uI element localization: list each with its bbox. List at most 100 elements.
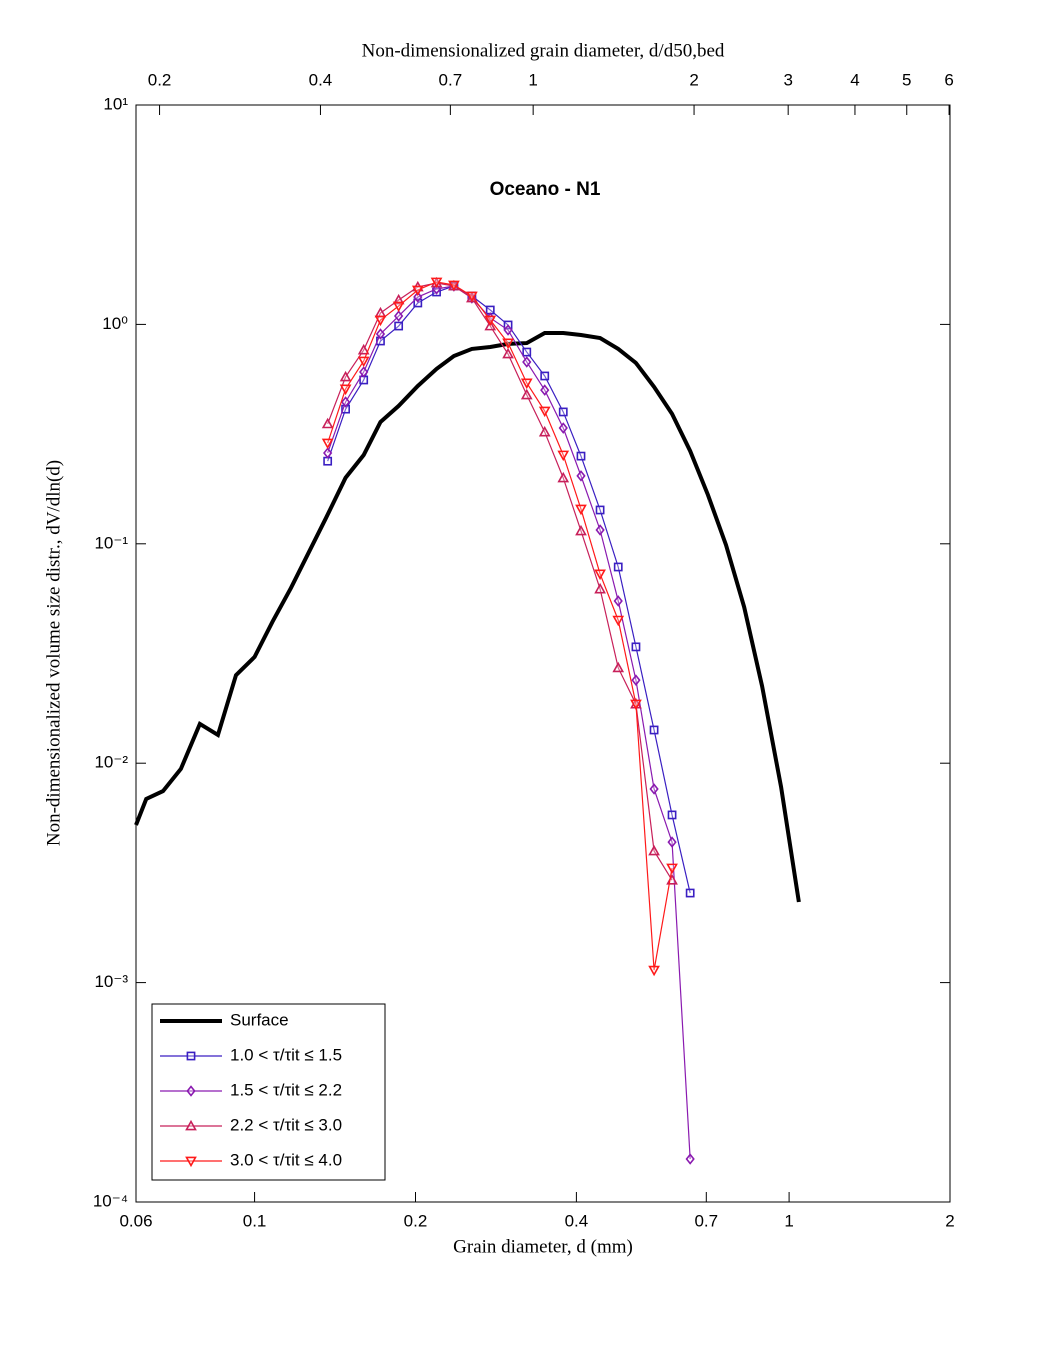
- marker: [576, 470, 586, 482]
- y-tick-label: 10¹: [103, 94, 128, 113]
- marker: [484, 315, 497, 327]
- marker: [374, 306, 387, 318]
- marker: [359, 366, 369, 378]
- marker: [357, 356, 370, 368]
- x-axis-label: Grain diameter, d (mm): [453, 1236, 633, 1257]
- marker: [321, 417, 334, 429]
- marker: [522, 347, 532, 357]
- marker: [448, 280, 460, 292]
- chart-title: Oceano - N1: [490, 179, 601, 200]
- x2-axis-label: Non-dimensionalized grain diameter, d/d5…: [362, 40, 725, 61]
- marker: [339, 384, 352, 396]
- marker: [323, 447, 333, 459]
- marker: [576, 451, 586, 461]
- marker: [394, 310, 404, 322]
- marker: [630, 699, 642, 711]
- x-tick-label: 0.4: [565, 1211, 589, 1230]
- marker: [538, 425, 551, 437]
- marker: [339, 370, 352, 382]
- marker: [430, 277, 443, 289]
- marker: [594, 569, 606, 581]
- x-tick-label: 0.06: [119, 1211, 152, 1230]
- marker: [413, 298, 423, 308]
- series-line: [327, 285, 691, 894]
- marker: [466, 291, 478, 303]
- marker: [631, 642, 641, 652]
- x2-tick-label: 3: [783, 70, 792, 89]
- marker: [667, 810, 677, 820]
- marker: [413, 291, 423, 303]
- y-tick-label: 10⁰: [102, 314, 128, 333]
- legend-label: 2.2 < τ/τit ≤ 3.0: [230, 1115, 342, 1134]
- x-tick-label: 0.7: [694, 1211, 718, 1230]
- legend-box: [151, 1003, 386, 1181]
- x2-tick-label: 0.2: [148, 70, 172, 89]
- legend-marker: [186, 1051, 196, 1061]
- marker: [557, 471, 570, 483]
- x2-tick-label: 5: [902, 70, 911, 89]
- x-tick-label: 0.1: [243, 1211, 267, 1230]
- series-line: [327, 285, 691, 1160]
- legend-marker: [186, 1085, 196, 1097]
- legend-marker: [185, 1156, 197, 1168]
- x2-tick-label: 0.7: [439, 70, 463, 89]
- marker: [321, 438, 334, 450]
- marker: [558, 422, 568, 434]
- x-tick-label: 1: [784, 1211, 793, 1230]
- x2-tick-label: 2: [689, 70, 698, 89]
- marker: [685, 1153, 695, 1165]
- marker: [595, 524, 605, 536]
- legend-label: Surface: [230, 1010, 289, 1029]
- plot-frame: [135, 104, 951, 1203]
- marker: [374, 315, 387, 327]
- marker: [540, 384, 550, 396]
- marker: [648, 965, 660, 977]
- marker: [612, 661, 625, 673]
- marker: [522, 356, 532, 368]
- series-line: [134, 330, 801, 903]
- marker: [538, 406, 551, 418]
- marker: [411, 285, 424, 297]
- legend-label: 1.0 < τ/τit ≤ 1.5: [230, 1045, 342, 1064]
- x2-tick-label: 1: [528, 70, 537, 89]
- marker: [595, 505, 605, 515]
- marker: [685, 888, 695, 898]
- series-line: [327, 282, 673, 881]
- x-tick-label: 0.2: [404, 1211, 428, 1230]
- marker: [575, 504, 587, 516]
- marker: [613, 562, 623, 572]
- y-tick-label: 10⁻⁴: [93, 1191, 128, 1210]
- marker: [520, 378, 533, 390]
- marker: [392, 293, 405, 305]
- marker: [594, 582, 606, 594]
- marker: [394, 321, 404, 331]
- marker: [558, 407, 568, 417]
- x-tick-label: 2: [945, 1211, 954, 1230]
- y-tick-label: 10⁻¹: [94, 533, 128, 552]
- marker: [357, 343, 370, 355]
- marker: [540, 371, 550, 381]
- marker: [649, 783, 659, 795]
- marker: [575, 524, 587, 536]
- marker: [666, 863, 678, 875]
- marker: [648, 844, 660, 856]
- series-line: [327, 281, 673, 971]
- marker: [392, 301, 405, 313]
- marker: [613, 595, 623, 607]
- marker: [649, 725, 659, 735]
- marker: [557, 450, 570, 462]
- marker: [503, 324, 513, 336]
- marker: [502, 338, 514, 350]
- marker: [375, 328, 386, 340]
- x2-tick-label: 6: [944, 70, 953, 89]
- marker: [340, 396, 351, 408]
- y-tick-label: 10⁻³: [94, 972, 128, 991]
- x2-tick-label: 0.4: [309, 70, 333, 89]
- x2-tick-label: 4: [850, 70, 859, 89]
- legend-label: 3.0 < τ/τit ≤ 4.0: [230, 1150, 342, 1169]
- marker: [520, 388, 533, 400]
- y-tick-label: 10⁻²: [94, 753, 128, 772]
- marker: [612, 615, 625, 627]
- legend-marker: [185, 1119, 197, 1131]
